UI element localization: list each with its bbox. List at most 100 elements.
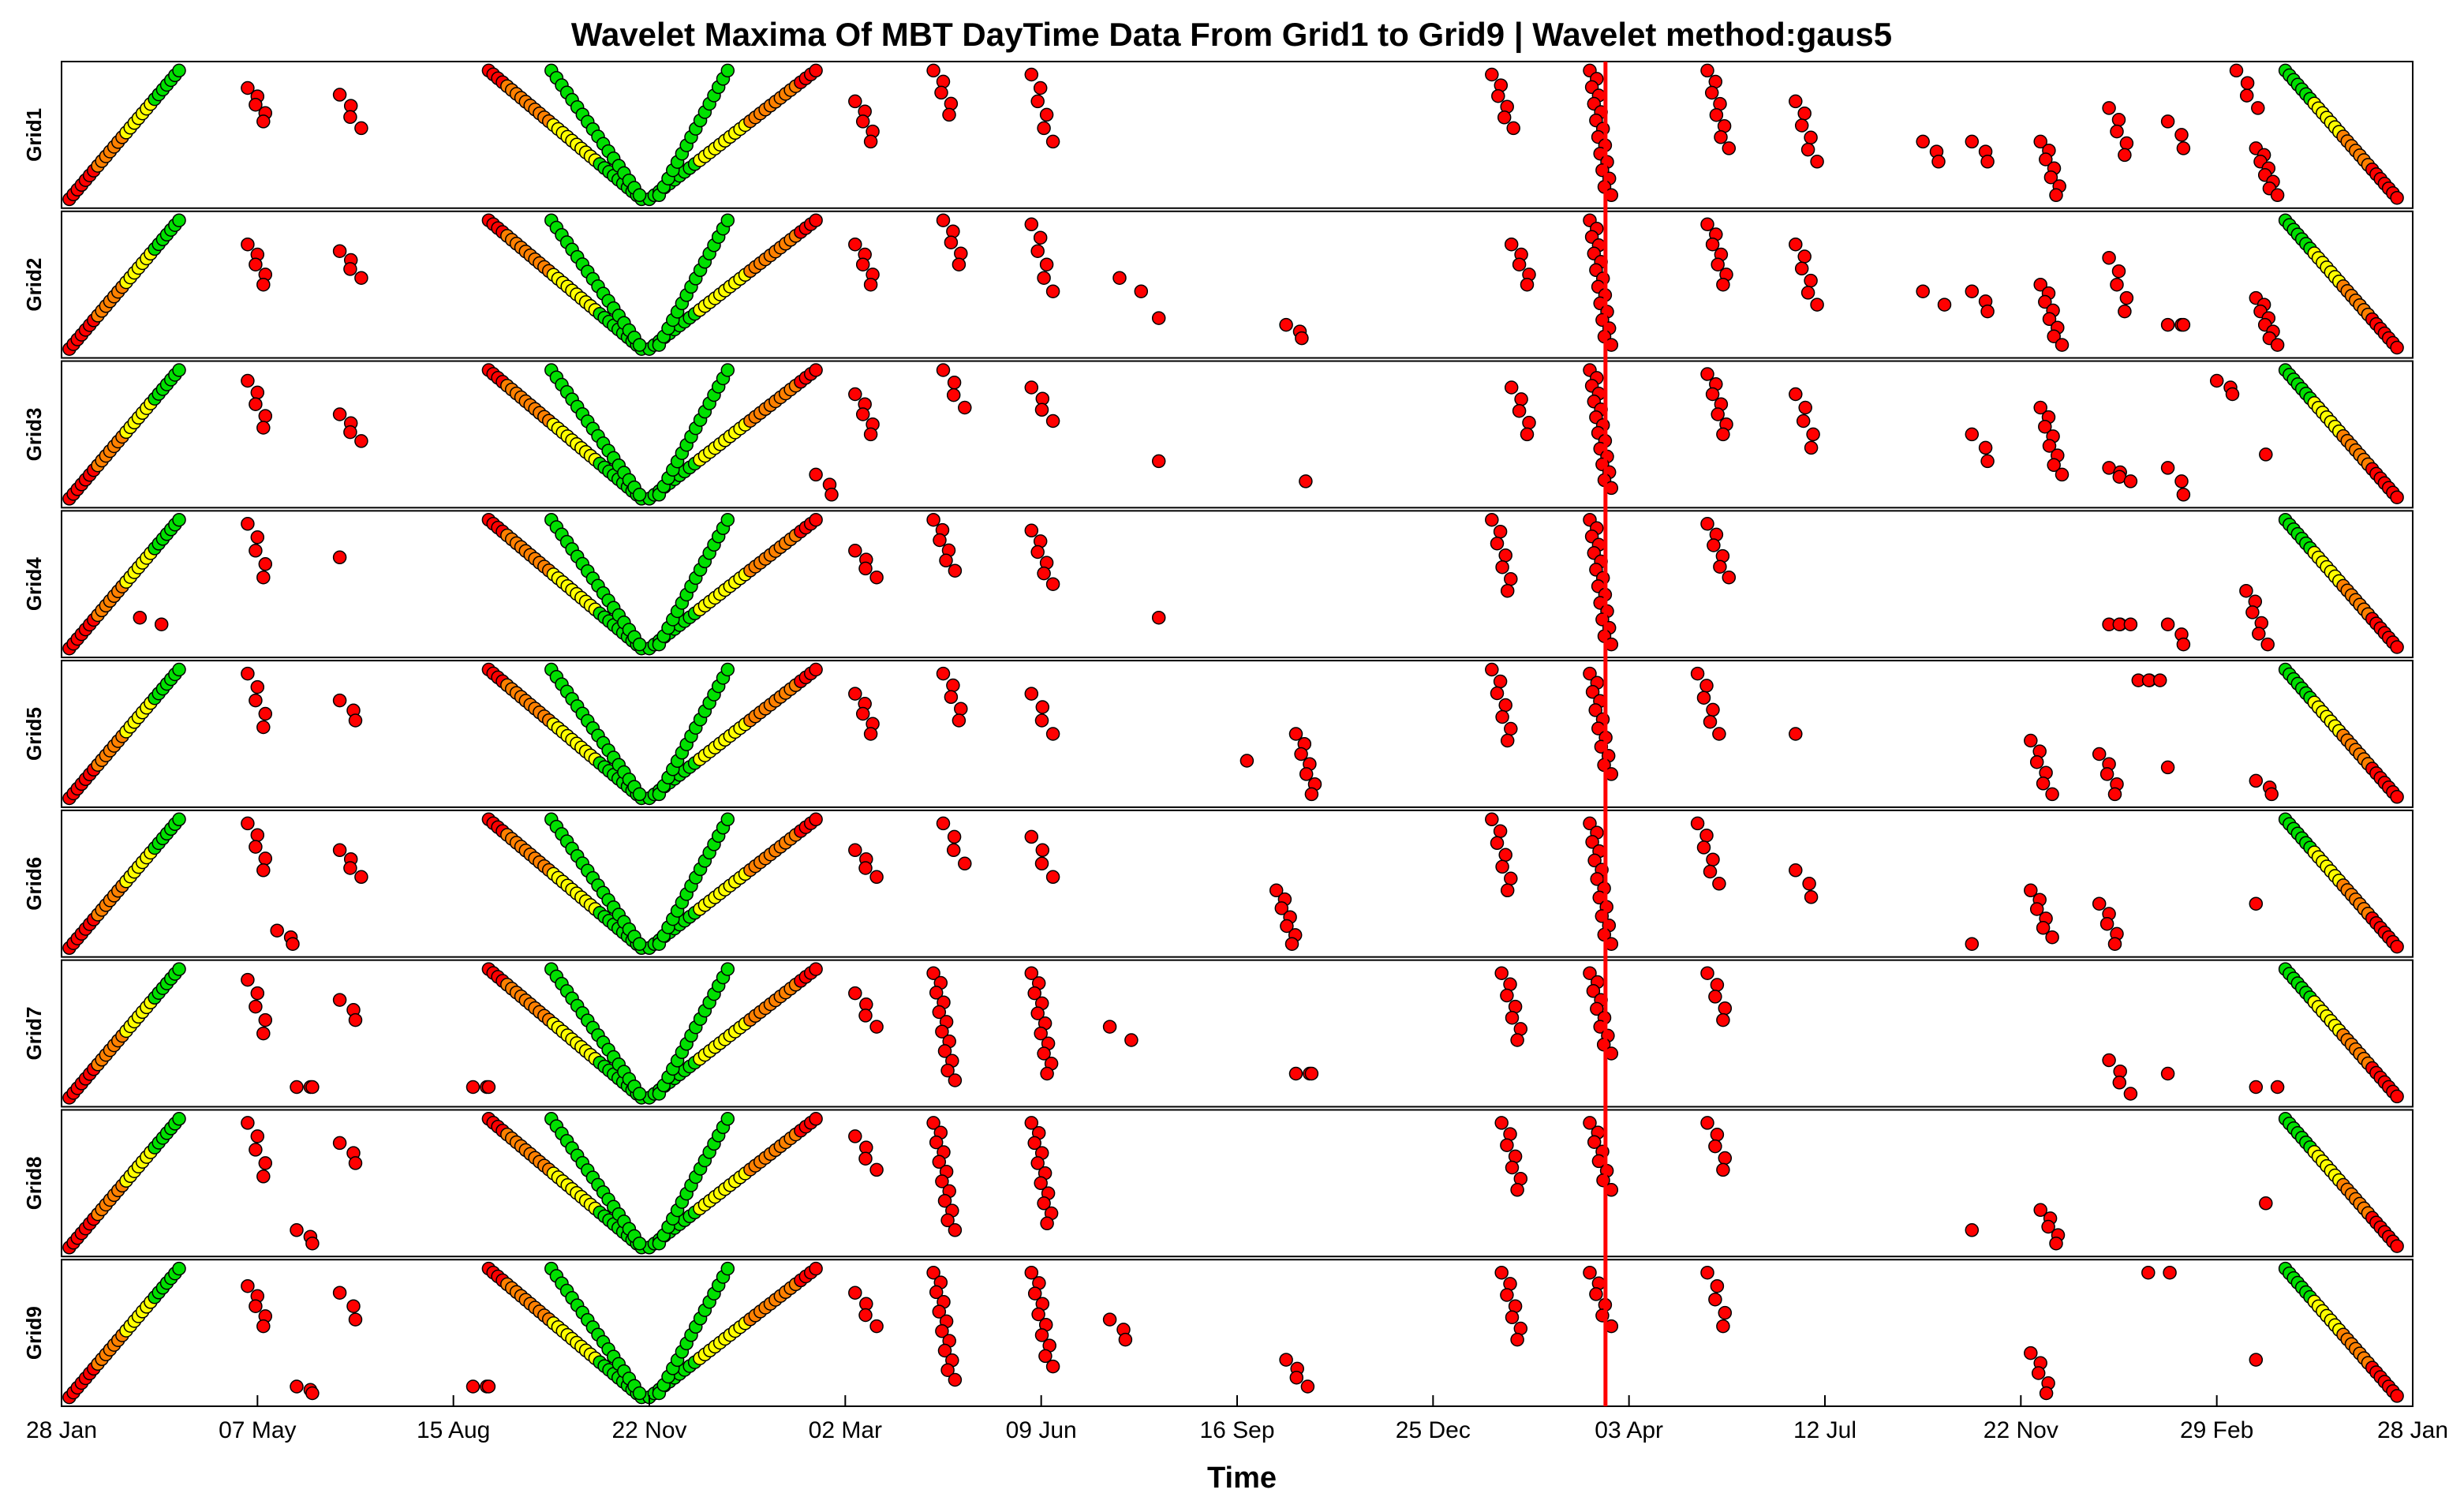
data-point — [2055, 338, 2070, 352]
data-point — [1027, 986, 1041, 1001]
data-point — [1583, 816, 1597, 831]
data-point — [926, 1116, 940, 1130]
panel-label: Grid2 — [22, 258, 46, 312]
data-point — [1804, 273, 1818, 288]
data-point — [286, 937, 300, 951]
data-point — [858, 1308, 873, 1323]
data-point — [1708, 1292, 1722, 1307]
data-point — [172, 1112, 186, 1126]
data-point — [1583, 1265, 1597, 1280]
data-point — [929, 986, 944, 1000]
data-point — [1485, 512, 1499, 527]
data-point — [2111, 264, 2126, 279]
data-point — [1690, 666, 1705, 681]
data-point — [2102, 250, 2116, 265]
data-point — [2038, 294, 2052, 309]
data-point — [258, 1012, 273, 1027]
data-point — [1713, 560, 1727, 574]
data-point — [2092, 747, 2107, 762]
data-point — [172, 962, 186, 976]
data-point — [933, 533, 947, 548]
data-point — [2049, 1236, 2063, 1251]
data-point — [869, 870, 884, 885]
data-point — [2024, 883, 2038, 898]
data-point — [1035, 700, 1050, 714]
data-point — [1035, 843, 1050, 858]
data-point — [1716, 277, 1730, 292]
data-point — [1700, 367, 1714, 381]
data-point — [1504, 721, 1518, 736]
data-point — [1520, 427, 1535, 442]
data-point — [2251, 101, 2265, 115]
data-point — [936, 816, 951, 831]
data-point — [290, 1080, 304, 1095]
data-point — [936, 213, 951, 227]
data-point — [929, 1285, 944, 1300]
data-point — [2264, 787, 2279, 802]
data-point — [632, 188, 647, 203]
data-point — [1102, 1312, 1117, 1327]
data-point — [1916, 284, 1930, 298]
data-point — [1490, 686, 1505, 701]
data-point — [2092, 896, 2107, 911]
data-point — [348, 1156, 363, 1170]
data-point — [1497, 110, 1512, 125]
data-point — [2141, 1265, 2156, 1280]
data-point — [2390, 190, 2404, 205]
data-point — [241, 816, 255, 831]
data-point — [256, 570, 271, 585]
panel-frame — [61, 210, 2414, 359]
panel-label: Grid6 — [22, 857, 46, 911]
data-point — [1709, 107, 1724, 122]
data-point — [2107, 787, 2122, 802]
data-point — [939, 553, 953, 568]
data-point — [2043, 170, 2058, 185]
data-point — [1794, 261, 1809, 276]
data-point — [932, 1005, 947, 1020]
data-point — [1789, 863, 1803, 878]
data-point — [1040, 1216, 1054, 1231]
data-point — [348, 713, 363, 728]
data-point — [720, 512, 735, 527]
data-point — [1038, 1349, 1053, 1364]
data-point — [2390, 1389, 2404, 1403]
data-point — [1710, 978, 1725, 992]
data-point — [1505, 1010, 1520, 1025]
data-point — [256, 1026, 271, 1041]
panel-grid4: Grid4 — [22, 510, 2414, 659]
data-point — [1498, 848, 1512, 863]
data-point — [809, 213, 823, 227]
data-point — [1804, 130, 1818, 145]
data-point — [2119, 290, 2134, 305]
data-point — [466, 1080, 480, 1095]
data-point — [1279, 1353, 1293, 1367]
x-tick-label: 03 Apr — [1595, 1417, 1663, 1443]
data-point — [809, 1261, 823, 1276]
data-point — [332, 88, 347, 102]
data-point — [1700, 1265, 1714, 1280]
data-point — [1493, 524, 1508, 539]
data-point — [855, 114, 870, 129]
data-point — [720, 63, 735, 78]
data-point — [1707, 538, 1721, 552]
data-point — [632, 488, 647, 502]
data-point — [632, 787, 647, 802]
data-point — [858, 561, 873, 576]
x-tick-label: 28 Jan — [26, 1417, 97, 1443]
data-point — [936, 74, 951, 89]
data-point — [1034, 713, 1049, 728]
data-point — [1700, 1116, 1714, 1130]
data-point — [2152, 673, 2167, 687]
data-point — [270, 923, 284, 938]
data-point — [354, 434, 368, 448]
data-point — [1711, 407, 1725, 421]
data-point — [1299, 474, 1313, 488]
data-point — [848, 237, 862, 252]
data-point — [809, 812, 823, 827]
data-point — [2041, 1219, 2055, 1234]
data-point — [2123, 617, 2138, 631]
data-point — [332, 993, 347, 1007]
data-point — [1280, 919, 1294, 934]
data-point — [172, 812, 186, 827]
data-point — [2160, 1066, 2175, 1081]
